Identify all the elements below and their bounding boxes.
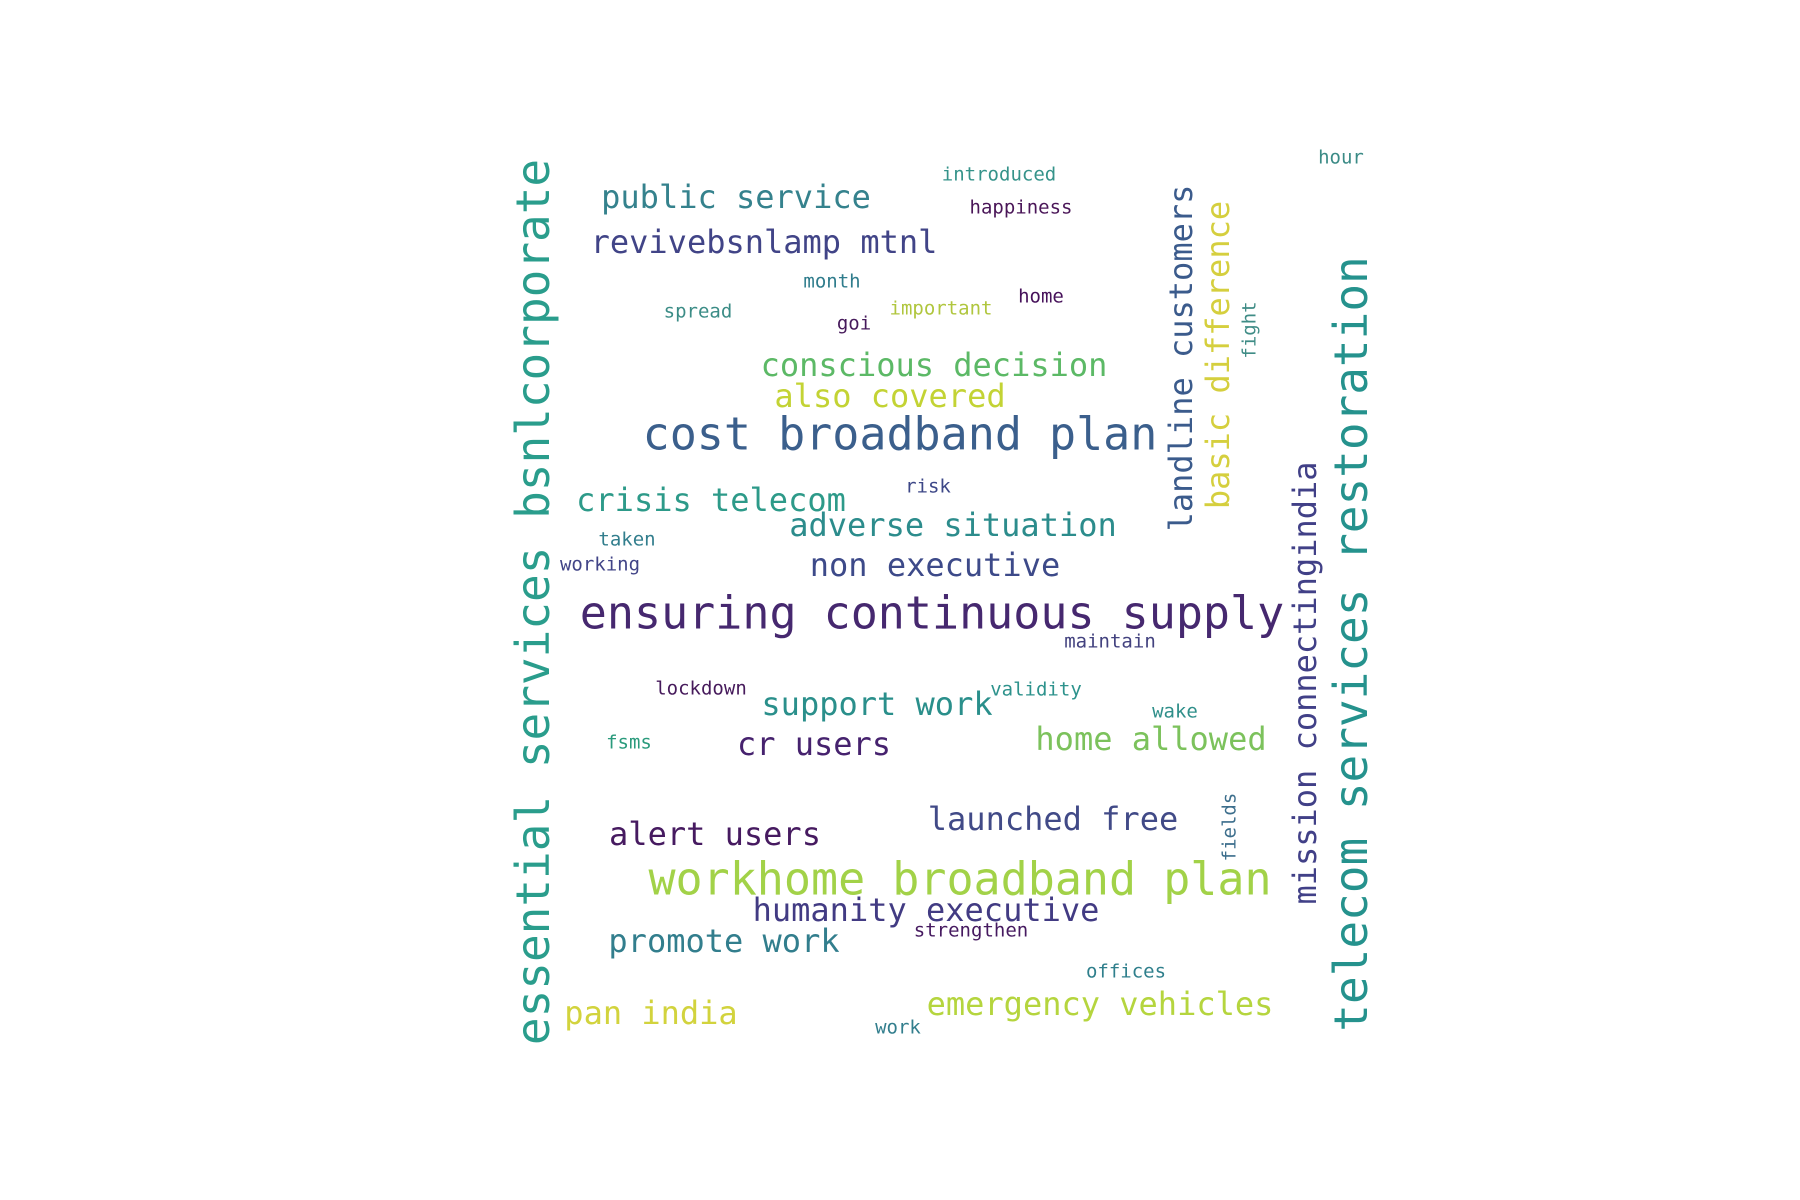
word: goi [836,312,872,335]
word: fight [1238,301,1261,359]
word: happiness [969,196,1073,219]
word: pan india [564,994,738,1032]
word: adverse situation [789,506,1117,544]
word: support work [761,685,993,723]
word: mission connectingindia [1286,461,1324,905]
word: ensuring continuous supply [579,586,1285,640]
word: alert users [609,815,821,853]
word: month [803,270,861,293]
word: promote work [608,922,840,960]
word: crisis telecom [576,481,846,519]
word: home [1018,285,1064,308]
word: humanity executive [752,891,1100,929]
word: public service [601,178,871,216]
word: strengthen [913,919,1029,942]
word: essential services bsnlcorporate [506,158,560,1046]
word: basic difference [1199,200,1237,510]
word: hour [1318,146,1364,169]
word: spread [663,300,733,323]
word: home allowed [1035,720,1267,758]
word: work [875,1016,921,1039]
word: also covered [774,377,1006,415]
word: taken [598,528,656,551]
word: landline customers [1162,184,1200,532]
word: introduced [941,163,1057,186]
word: wake [1152,700,1198,723]
word: fsms [606,731,652,754]
word: non executive [809,546,1061,584]
word: maintain [1064,630,1156,653]
word: conscious decision [760,346,1108,384]
word: cost broadband plan [642,407,1158,461]
word: revivebsnlamp mtnl [590,223,938,261]
word: emergency vehicles [926,985,1274,1023]
word: launched free [927,800,1179,838]
word: validity [990,678,1082,701]
word: risk [905,475,951,498]
word: offices [1085,960,1167,983]
word: workhome broadband plan [648,852,1272,906]
word: important [889,297,993,320]
word: telecom services restoration [1324,256,1378,1032]
word: fields [1218,792,1241,862]
word: cr users [736,725,892,763]
word: working [559,553,641,576]
word: lockdown [655,677,747,700]
